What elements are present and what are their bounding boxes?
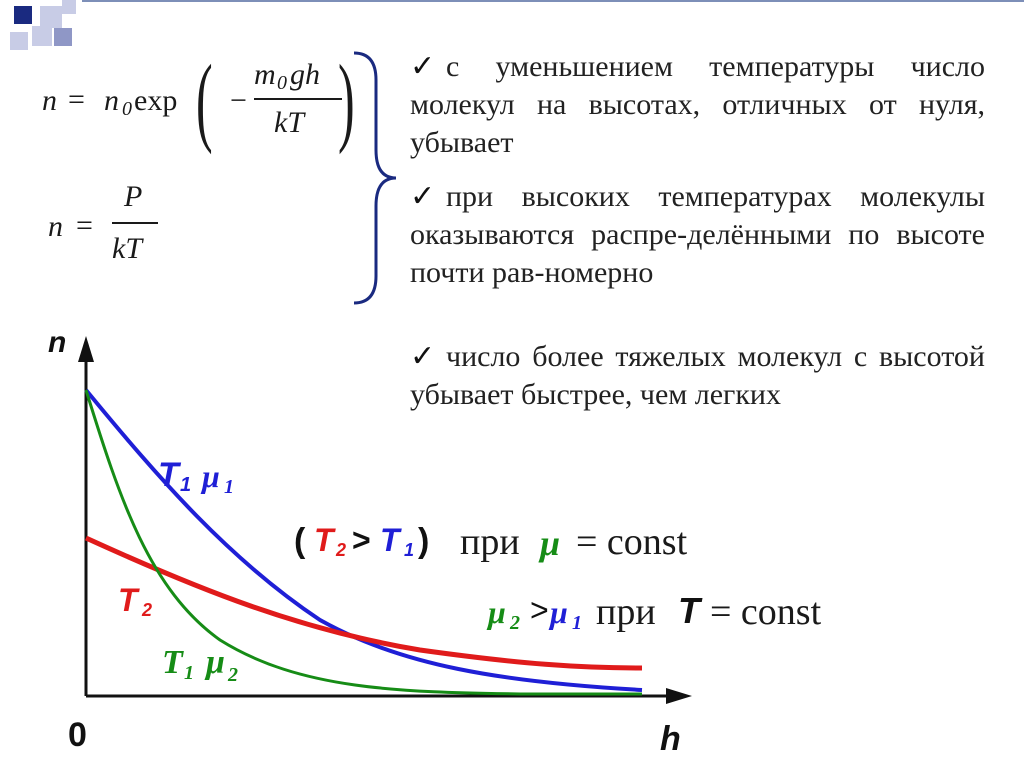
checkmark-icon: ✓ [410, 179, 436, 214]
ann-T: T [678, 590, 700, 631]
label-mu-sub: 2 [228, 664, 238, 686]
annotation-temperature: ( T 2 > T 1 ) при μ = const [294, 520, 724, 570]
ann-mu2: μ [488, 594, 506, 630]
formula2-num: P [124, 180, 143, 213]
ann-T2-sub: 2 [336, 540, 347, 560]
bullet-item: ✓ число более тяжелых молекул с высотой … [410, 338, 985, 414]
formula-exp: exp [134, 84, 178, 117]
ann-gt: > [530, 592, 549, 628]
formula-num-sub: 0 [277, 72, 287, 94]
annotation-mass: μ 2 > μ 1 при T = const [488, 590, 888, 640]
formula-num-rest: gh [290, 58, 320, 91]
formula-eq: = [68, 83, 85, 116]
label-mu: μ [206, 644, 225, 681]
bullet-item: ✓ с уменьшением температуры число молеку… [410, 48, 985, 164]
bullet-text: число более тяжелых молекул с высотой уб… [410, 340, 985, 411]
formula-lhs: n [42, 84, 57, 117]
formula2-eq: = [76, 209, 93, 242]
checkmark-icon: ✓ [410, 49, 436, 84]
formula-n0: n [104, 84, 119, 117]
series-line-t2 [84, 535, 643, 671]
label-T: T [118, 582, 138, 618]
bullet-list: ✓ с уменьшением температуры число молеку… [410, 48, 985, 414]
x-axis-label: h [660, 720, 681, 758]
checkmark-icon: ✓ [410, 339, 436, 374]
decor-square [40, 6, 62, 28]
ann-text: при [596, 591, 656, 633]
label-T: T [162, 644, 183, 681]
decor-square [14, 6, 32, 24]
ann-T2: T [314, 522, 334, 558]
ann-mu2-sub: 2 [510, 612, 520, 634]
formula-minus: − [230, 84, 247, 117]
label-T-sub: 1 [180, 474, 192, 496]
fraction-line [112, 222, 158, 224]
decor-square [32, 26, 52, 46]
ann-T1: T [380, 522, 400, 558]
paren-right: ) [338, 44, 355, 155]
ann-gt: > [352, 522, 371, 558]
fraction-line [254, 98, 342, 100]
ann-eq: = const [710, 591, 822, 633]
series-line-t1-mu2 [84, 389, 642, 696]
label-T-sub: 1 [184, 662, 194, 684]
label-T-sub: 2 [142, 600, 153, 620]
decor-square [10, 32, 28, 50]
label-mu: μ [202, 458, 220, 494]
y-axis-label: n [48, 326, 67, 359]
ann-eq: = const [576, 521, 688, 563]
formula2-den: kT [112, 232, 142, 265]
y-axis-arrow [78, 336, 94, 362]
ann-mu1: μ [550, 594, 568, 630]
label-mu-sub: 1 [224, 476, 234, 498]
label-T: T [158, 456, 179, 494]
formula-num-m: m [254, 58, 276, 91]
ann-mu1-sub: 1 [572, 612, 582, 634]
ann-text: при [460, 521, 520, 563]
decor-square [62, 0, 76, 14]
ann-T1-sub: 1 [404, 540, 415, 560]
bullet-item: ✓ при высоких температурах молекулы оказ… [410, 178, 985, 342]
bullet-text: при высоких температурах молекулы оказыв… [410, 180, 985, 289]
header-rule [82, 0, 1024, 2]
formula2-lhs: n [48, 210, 63, 243]
paren-close: ) [418, 522, 430, 560]
paren-left: ( [196, 44, 213, 155]
decor-square [54, 28, 72, 46]
origin-label: 0 [68, 716, 87, 754]
series-line-t1-mu1 [84, 388, 643, 692]
bullet-text: с уменьшением температуры число молекул … [410, 50, 985, 159]
formula-den: kT [274, 106, 304, 139]
ann-mu: μ [540, 523, 561, 563]
formula-n0-sub: 0 [122, 98, 132, 120]
x-axis-arrow [666, 688, 692, 704]
paren-open: ( [294, 522, 306, 560]
curly-brace [353, 51, 397, 305]
